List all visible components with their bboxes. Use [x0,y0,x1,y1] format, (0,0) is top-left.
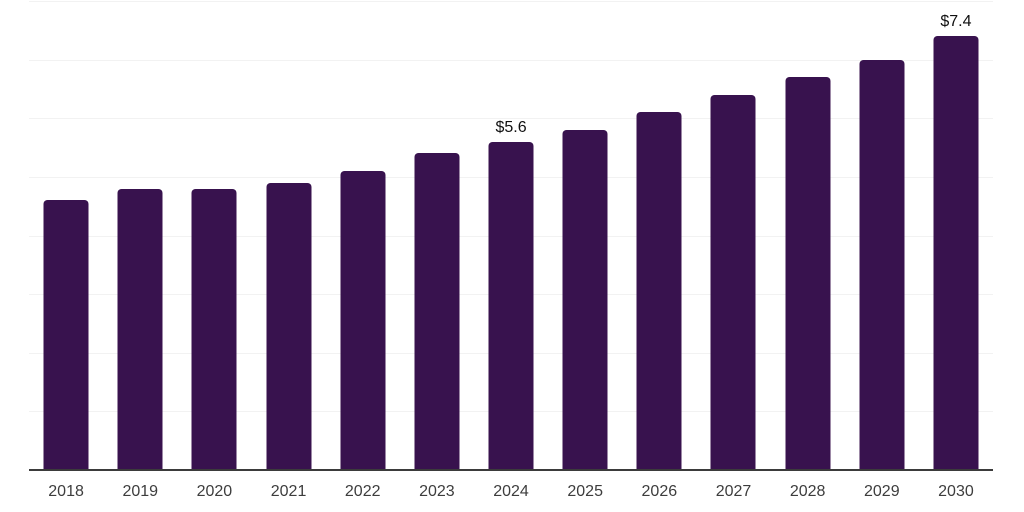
bar-slot-2019 [103,1,177,470]
bar-2028 [785,77,831,470]
x-tick-label-2020: 2020 [196,483,233,500]
x-tick-label-2025: 2025 [567,483,603,500]
bar-2029 [859,59,905,470]
bar-slot-2028 [771,1,845,470]
bar-slot-2030: $7.4 [919,1,993,470]
plot-area: $5.6 $7.4 [29,1,993,470]
bar-slot-2023 [400,1,474,470]
x-tick-label-2026: 2026 [641,483,678,500]
x-tick-label-2030: 2030 [938,483,974,500]
bar-2023 [414,153,460,470]
gridline [29,59,993,61]
bar-slot-2027 [696,1,770,470]
x-tick-label-2023: 2023 [419,483,455,500]
bar-2025 [562,129,608,470]
bar-2024 [488,141,534,470]
x-tick-label-2029: 2029 [864,483,900,500]
bar-2026 [636,112,682,470]
bar-2020 [191,188,237,470]
x-tick-label-2022: 2022 [344,483,381,500]
x-axis-line [29,469,993,471]
bar-2019 [117,188,163,470]
bars-row: $5.6 $7.4 [29,1,993,470]
bar-2030 [933,36,979,470]
bar-value-label-2024: $5.6 [495,118,527,136]
bar-slot-2021 [251,1,325,470]
bar-2022 [340,171,386,470]
bar-slot-2024: $5.6 [474,1,548,470]
bar-2018 [43,200,89,470]
gridline [29,118,993,120]
bar-2027 [710,94,756,470]
x-tick-label-2019: 2019 [122,483,159,500]
gridline [29,1,993,2]
x-tick-label-2027: 2027 [715,483,752,500]
bar-slot-2026 [622,1,696,470]
bar-slot-2018 [29,1,103,470]
bar-slot-2020 [177,1,251,470]
x-tick-label-2024: 2024 [493,483,529,500]
x-tick-label-2021: 2021 [270,483,307,500]
x-tick-label-2018: 2018 [48,483,84,500]
bar-value-label-2030: $7.4 [940,13,972,31]
bar-2021 [266,182,312,470]
x-axis-labels: 2018 2019 2020 2021 2022 2023 2024 2025 2026 2027… [29,483,993,501]
bar-slot-2029 [845,1,919,470]
bar-slot-2022 [326,1,400,470]
x-tick-label-2028: 2028 [789,483,826,500]
bar-slot-2025 [548,1,622,470]
